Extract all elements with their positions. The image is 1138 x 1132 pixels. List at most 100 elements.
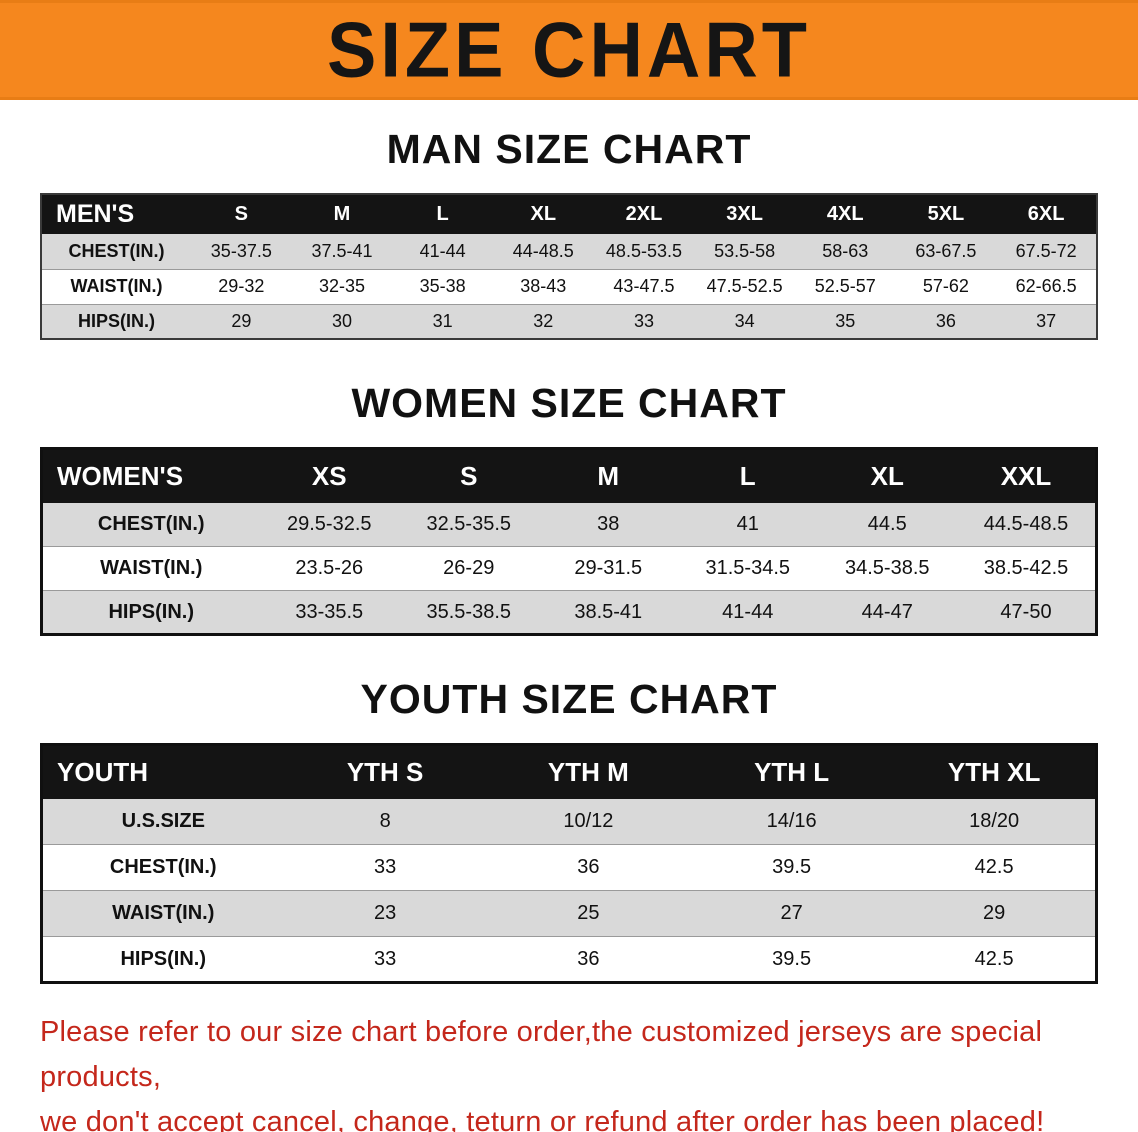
size-value: 29 bbox=[231, 310, 252, 331]
size-value: 14/16 bbox=[766, 809, 817, 832]
size-column-header: S bbox=[191, 194, 292, 234]
size-value: 8 bbox=[379, 809, 391, 832]
youth-size-chart-heading: YOUTH SIZE CHART bbox=[360, 676, 778, 722]
table-row: WAIST(IN.) 23 25 27 29 bbox=[41, 890, 1097, 937]
size-value: 34.5-38.5 bbox=[844, 557, 930, 579]
size-value: 29 bbox=[983, 902, 1006, 924]
size-value: 10/12 bbox=[563, 809, 614, 832]
size-value: 37 bbox=[1036, 310, 1057, 331]
size-column-header: M bbox=[291, 194, 393, 234]
size-value: 18/20 bbox=[969, 809, 1020, 832]
size-value: 35-38 bbox=[419, 276, 466, 296]
size-column-header: L bbox=[392, 194, 493, 234]
table-row: U.S.SIZE 8 10/12 14/16 18/20 bbox=[41, 798, 1097, 845]
size-value: 62-66.5 bbox=[1015, 276, 1077, 296]
table-corner-label: WOMEN'S bbox=[41, 448, 260, 503]
size-value: 42.5 bbox=[974, 856, 1014, 878]
size-value: 35-37.5 bbox=[210, 240, 272, 261]
row-label: WAIST(IN.) bbox=[100, 557, 203, 579]
row-label: CHEST(IN.) bbox=[68, 240, 165, 261]
row-label: WAIST(IN.) bbox=[112, 902, 215, 924]
table-row: CHEST(IN.) 29.5-32.5 32.5-35.5 38 41 44.5 44.5… bbox=[41, 502, 1097, 547]
mens-size-table: MEN'S S M L XL 2XL 3XL 4XL 5XL 6XL CHEST(IN.) 35-37… bbox=[40, 193, 1098, 340]
size-value: 29-32 bbox=[218, 276, 265, 296]
youth-size-table: YOUTH YTH S YTH M YTH L YTH XL U.S.SIZE 8 10/12… bbox=[40, 743, 1098, 984]
size-value: 30 bbox=[331, 310, 352, 331]
size-value: 34 bbox=[734, 310, 755, 331]
size-value: 31.5-34.5 bbox=[705, 557, 790, 579]
size-column-header: YTH M bbox=[486, 744, 690, 799]
disclaimer-line-2: we don't accept cancel, change, teturn o… bbox=[40, 1105, 1045, 1132]
size-value: 32 bbox=[533, 310, 554, 331]
size-column-header: 4XL bbox=[794, 194, 896, 234]
row-label: HIPS(IN.) bbox=[77, 310, 155, 331]
size-column-header: S bbox=[399, 448, 539, 503]
table-header-row: YOUTH YTH S YTH M YTH L YTH XL bbox=[41, 744, 1097, 799]
size-value: 33 bbox=[374, 856, 397, 878]
size-column-header: L bbox=[678, 448, 818, 503]
size-value: 57-62 bbox=[922, 276, 969, 296]
size-value: 41-44 bbox=[722, 600, 774, 623]
table-row: WAIST(IN.) 23.5-26 26-29 29-31.5 31.5-34.5 34… bbox=[41, 546, 1097, 591]
size-value: 41 bbox=[736, 512, 759, 535]
row-label: HIPS(IN.) bbox=[108, 600, 195, 623]
size-column-header: 5XL bbox=[895, 194, 997, 234]
size-value: 44.5 bbox=[867, 512, 907, 535]
size-value: 25 bbox=[577, 902, 600, 924]
row-label: U.S.SIZE bbox=[121, 809, 205, 832]
size-value: 36 bbox=[935, 310, 956, 331]
size-value: 29.5-32.5 bbox=[286, 512, 372, 535]
size-chart-banner: SIZE CHART bbox=[0, 0, 1138, 100]
size-value: 33 bbox=[633, 310, 654, 331]
table-row: HIPS(IN.) 33 36 39.5 42.5 bbox=[41, 936, 1097, 983]
size-value: 29-31.5 bbox=[574, 557, 643, 579]
size-value: 35.5-38.5 bbox=[426, 600, 511, 623]
size-value: 27 bbox=[780, 902, 803, 924]
size-value: 26-29 bbox=[443, 557, 495, 579]
size-column-header: XS bbox=[259, 448, 399, 503]
womens-size-table: WOMEN'S XS S M L XL XXL CHEST(IN.) 29.5-32.5 32.5… bbox=[40, 447, 1098, 636]
size-value: 47-50 bbox=[1000, 600, 1052, 623]
size-value: 32-35 bbox=[318, 276, 365, 296]
size-column-header: YTH S bbox=[283, 744, 487, 799]
size-value: 38.5-41 bbox=[574, 600, 643, 623]
man-size-chart-heading: MAN SIZE CHART bbox=[386, 126, 752, 172]
size-value: 23.5-26 bbox=[295, 557, 364, 579]
size-column-header: 3XL bbox=[694, 194, 795, 234]
size-value: 33 bbox=[374, 947, 397, 970]
size-column-header: XL bbox=[817, 448, 957, 503]
disclaimer-line-1: Please refer to our size chart before or… bbox=[40, 1016, 1043, 1093]
size-value: 35 bbox=[835, 310, 856, 331]
size-value: 48.5-53.5 bbox=[605, 240, 682, 261]
disclaimer-text: Please refer to our size chart before or… bbox=[40, 1010, 1098, 1132]
table-row: WAIST(IN.) 29-32 32-35 35-38 38-43 43-47.5 47.… bbox=[41, 269, 1097, 304]
table-corner-label: MEN'S bbox=[41, 194, 191, 234]
size-value: 31 bbox=[432, 310, 453, 331]
size-column-header: 2XL bbox=[593, 194, 695, 234]
table-row: HIPS(IN.) 29 30 31 32 33 34 35 36 37 bbox=[41, 304, 1097, 339]
size-column-header: XXL bbox=[957, 448, 1097, 503]
size-value: 67.5-72 bbox=[1015, 240, 1077, 261]
table-header-row: MEN'S S M L XL 2XL 3XL 4XL 5XL 6XL bbox=[41, 194, 1097, 234]
size-column-header: 6XL bbox=[996, 194, 1097, 234]
size-value: 52.5-57 bbox=[814, 276, 876, 296]
row-label: CHEST(IN.) bbox=[97, 512, 205, 535]
table-corner-label: YOUTH bbox=[41, 744, 284, 799]
table-row: CHEST(IN.) 35-37.5 37.5-41 41-44 44-48.5 48.5… bbox=[41, 234, 1097, 269]
size-value: 43-47.5 bbox=[613, 276, 675, 296]
size-value: 44.5-48.5 bbox=[983, 512, 1069, 535]
size-value: 37.5-41 bbox=[311, 240, 373, 261]
size-value: 32.5-35.5 bbox=[426, 512, 511, 535]
size-value: 38.5-42.5 bbox=[983, 557, 1069, 579]
size-value: 38 bbox=[597, 512, 620, 535]
table-header-row: WOMEN'S XS S M L XL XXL bbox=[41, 448, 1097, 503]
table-row: HIPS(IN.) 33-35.5 35.5-38.5 38.5-41 41-44 44-… bbox=[41, 590, 1097, 635]
size-chart-title: SIZE CHART bbox=[327, 5, 811, 94]
size-value: 63-67.5 bbox=[915, 240, 977, 261]
size-value: 42.5 bbox=[974, 947, 1014, 970]
size-value: 47.5-52.5 bbox=[706, 276, 783, 296]
row-label: WAIST(IN.) bbox=[70, 276, 163, 296]
women-size-chart-heading: WOMEN SIZE CHART bbox=[351, 380, 787, 426]
size-value: 44-48.5 bbox=[512, 240, 574, 261]
size-value: 36 bbox=[577, 856, 600, 878]
